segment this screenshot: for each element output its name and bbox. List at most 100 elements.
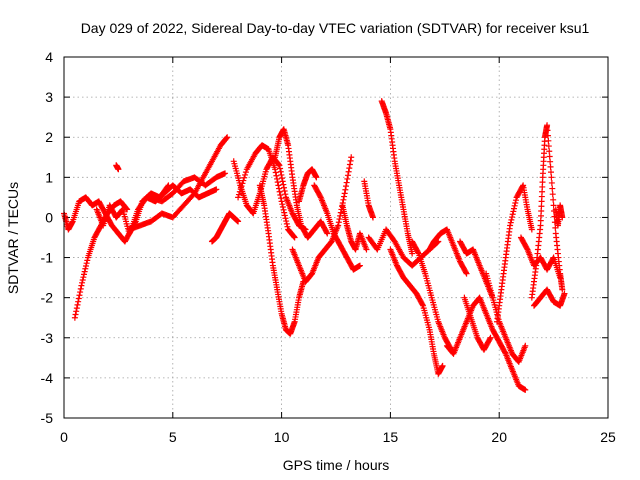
data-point bbox=[344, 175, 351, 182]
series-arc-10 bbox=[235, 142, 298, 241]
y-tick-label: 0 bbox=[45, 209, 53, 225]
y-tick-label: -1 bbox=[41, 250, 54, 266]
data-point bbox=[235, 191, 242, 198]
y-tick-label: -4 bbox=[41, 370, 54, 386]
series-arc-25 bbox=[461, 294, 494, 353]
data-point bbox=[79, 277, 86, 284]
data-point bbox=[545, 143, 552, 150]
data-point bbox=[77, 285, 84, 292]
data-point bbox=[284, 223, 291, 230]
data-point bbox=[274, 175, 281, 182]
data-point bbox=[345, 168, 352, 175]
data-point bbox=[508, 216, 515, 223]
chart-title: Day 029 of 2022, Sidereal Day-to-day VTE… bbox=[81, 20, 590, 36]
data-point bbox=[523, 245, 530, 252]
x-tick-label: 10 bbox=[274, 429, 290, 445]
y-tick-label: 3 bbox=[45, 89, 53, 105]
series-arc-8 bbox=[208, 210, 242, 245]
data-point bbox=[277, 168, 284, 175]
series-arc-18 bbox=[378, 98, 416, 257]
data-point bbox=[511, 202, 518, 209]
data-point bbox=[509, 214, 516, 221]
series-arc-21 bbox=[409, 238, 455, 353]
data-point bbox=[324, 230, 331, 237]
data-point bbox=[369, 214, 376, 221]
series-arc-14 bbox=[296, 166, 320, 205]
x-axis-label: GPS time / hours bbox=[283, 457, 390, 473]
data-point bbox=[277, 165, 284, 172]
data-point bbox=[82, 265, 89, 272]
data-point bbox=[335, 219, 342, 226]
data-point bbox=[547, 169, 554, 176]
data-point bbox=[72, 311, 79, 318]
y-axis-label: SDTVAR / TECUs bbox=[5, 182, 21, 294]
series-arc-5 bbox=[113, 162, 122, 173]
data-point bbox=[528, 226, 535, 233]
data-point bbox=[419, 301, 426, 308]
data-point bbox=[519, 183, 526, 190]
series-arc-17 bbox=[361, 178, 376, 221]
series-arc-15 bbox=[311, 182, 363, 273]
data-point bbox=[79, 279, 86, 286]
series-arc-20 bbox=[387, 246, 446, 377]
data-point bbox=[74, 301, 81, 308]
x-tick-label: 5 bbox=[169, 429, 177, 445]
data-point bbox=[323, 229, 330, 236]
data-point bbox=[291, 234, 298, 241]
data-point bbox=[547, 163, 554, 170]
data-point bbox=[275, 185, 282, 192]
data-point bbox=[281, 212, 288, 219]
data-point bbox=[522, 342, 529, 349]
data-point bbox=[272, 169, 279, 176]
data-point bbox=[546, 153, 553, 160]
data-point bbox=[346, 165, 353, 172]
series-arc-29 bbox=[528, 122, 566, 301]
data-point bbox=[239, 180, 246, 187]
data-point bbox=[280, 181, 287, 188]
data-point bbox=[343, 179, 350, 186]
data-point bbox=[545, 137, 552, 144]
data-point bbox=[549, 185, 556, 192]
data-point bbox=[507, 219, 514, 226]
data-point bbox=[559, 286, 566, 293]
data-point bbox=[550, 202, 557, 209]
data-point bbox=[283, 220, 290, 227]
x-tick-label: 25 bbox=[600, 429, 616, 445]
data-point bbox=[249, 209, 256, 216]
data-point bbox=[282, 191, 289, 198]
y-tick-label: -2 bbox=[41, 290, 54, 306]
data-point bbox=[115, 166, 122, 173]
data-point bbox=[502, 349, 509, 356]
data-point bbox=[275, 182, 282, 189]
data-point bbox=[548, 179, 555, 186]
y-tick-label: 2 bbox=[45, 129, 53, 145]
data-point bbox=[340, 196, 347, 203]
y-tick-label: -5 bbox=[41, 410, 54, 426]
data-point bbox=[213, 186, 220, 193]
y-tick-label: 1 bbox=[45, 169, 53, 185]
data-point bbox=[548, 174, 555, 181]
x-tick-label: 0 bbox=[60, 429, 68, 445]
data-point bbox=[282, 215, 289, 222]
data-point bbox=[415, 249, 422, 256]
data-point bbox=[77, 289, 84, 296]
data-point bbox=[544, 132, 551, 139]
data-point bbox=[78, 282, 85, 289]
data-point bbox=[291, 233, 298, 240]
data-point bbox=[235, 194, 242, 201]
data-point bbox=[343, 183, 350, 190]
data-point bbox=[281, 209, 288, 216]
data-point bbox=[277, 191, 284, 198]
scatter-marks bbox=[61, 98, 568, 393]
data-point bbox=[272, 166, 279, 173]
series-arc-28 bbox=[517, 234, 564, 281]
data-point bbox=[510, 208, 517, 215]
data-point bbox=[274, 179, 281, 186]
data-point bbox=[75, 295, 82, 302]
data-point bbox=[84, 257, 91, 264]
data-point bbox=[317, 193, 324, 200]
data-point bbox=[222, 170, 229, 177]
data-point bbox=[550, 196, 557, 203]
data-point bbox=[546, 148, 553, 155]
